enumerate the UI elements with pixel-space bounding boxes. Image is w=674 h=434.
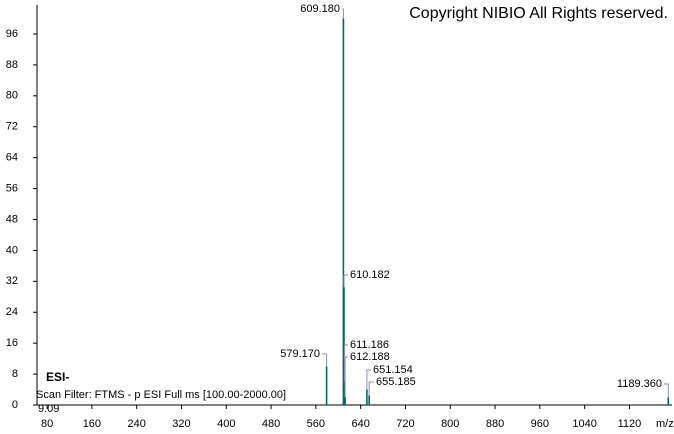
x-tick-label: 960 bbox=[531, 418, 549, 430]
peak-label: 609.180 bbox=[300, 3, 340, 15]
label-leader bbox=[344, 356, 348, 398]
label-leader bbox=[368, 381, 374, 396]
x-tick-label: 1120 bbox=[618, 418, 642, 430]
x-tick-label: 240 bbox=[127, 418, 145, 430]
peak-label: 612.188 bbox=[350, 351, 390, 363]
y-tick-label: 0 bbox=[12, 399, 18, 411]
label-leader bbox=[344, 344, 348, 382]
x-tick-label: 1040 bbox=[572, 418, 596, 430]
y-tick-label: 24 bbox=[6, 306, 18, 318]
label-leader bbox=[342, 8, 344, 19]
x-axis-label: m/z bbox=[656, 418, 674, 430]
peak-label: 579.170 bbox=[280, 348, 320, 360]
y-tick-label: 40 bbox=[6, 244, 18, 256]
y-tick-label: 72 bbox=[6, 121, 18, 133]
x-tick-label: 640 bbox=[351, 418, 369, 430]
label-leader bbox=[664, 383, 669, 398]
x-tick-label: 400 bbox=[217, 418, 235, 430]
y-tick-label: 96 bbox=[6, 28, 18, 40]
peak-label: 1189.360 bbox=[617, 378, 662, 390]
x-tick-label: 880 bbox=[486, 418, 504, 430]
y-tick-label: 64 bbox=[6, 152, 18, 164]
y-tick-label: 8 bbox=[12, 368, 18, 380]
y-tick-label: 88 bbox=[6, 59, 18, 71]
x-tick-label: 80 bbox=[41, 418, 53, 430]
y-tick-label: 48 bbox=[6, 213, 18, 225]
label-leader bbox=[366, 369, 371, 390]
x-tick-label: 320 bbox=[172, 418, 190, 430]
y-tick-label: 16 bbox=[6, 337, 18, 349]
y-tick-label: 80 bbox=[6, 90, 18, 102]
copyright: Copyright NIBIO All Rights reserved. bbox=[409, 5, 668, 22]
x-tick-label: 800 bbox=[441, 418, 459, 430]
x-tick-label: 720 bbox=[396, 418, 414, 430]
y-tick-label: 56 bbox=[6, 182, 18, 194]
peak-label: 610.182 bbox=[350, 269, 390, 281]
retention-label: 9.09 bbox=[38, 403, 59, 415]
x-tick-label: 480 bbox=[262, 418, 280, 430]
label-leader bbox=[343, 274, 348, 288]
peak-label: 651.154 bbox=[373, 364, 413, 376]
y-tick-label: 32 bbox=[6, 275, 18, 287]
scan-filter: Scan Filter: FTMS - p ESI Full ms [100.0… bbox=[36, 389, 286, 401]
peak-label: 655.185 bbox=[376, 376, 416, 388]
ionization: ESI- bbox=[46, 370, 69, 384]
peak-label: 611.186 bbox=[350, 339, 389, 351]
x-tick-label: 160 bbox=[83, 418, 101, 430]
x-tick-label: 560 bbox=[307, 418, 325, 430]
label-leader bbox=[322, 353, 328, 367]
